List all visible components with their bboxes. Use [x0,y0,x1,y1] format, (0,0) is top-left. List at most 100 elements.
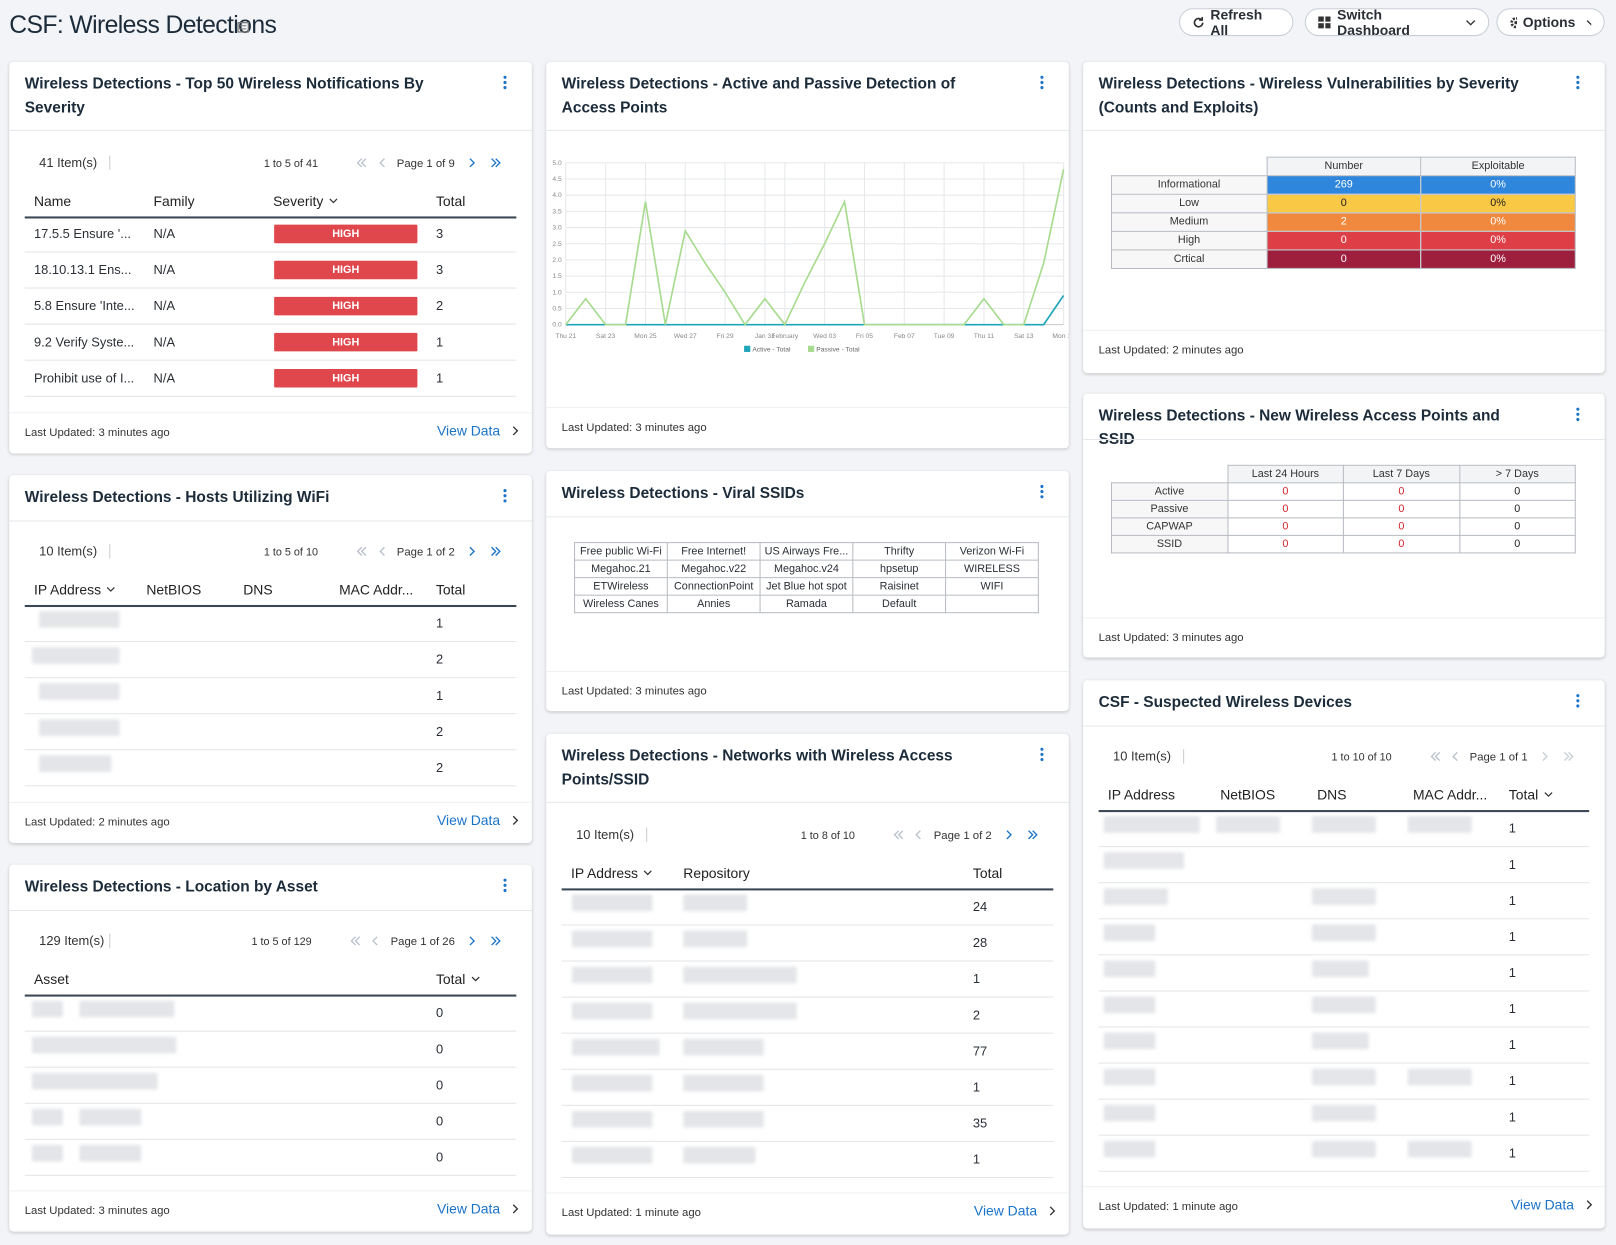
severity-row: Crtical 0 0% [1110,248,1576,269]
widget-menu[interactable] [502,75,508,90]
widget-menu[interactable] [1575,75,1581,90]
data-row: Passive 0 0 0 [1110,499,1576,518]
cell-total: 1 [1508,893,1516,908]
pager-button[interactable] [512,815,519,825]
pager-button[interactable] [356,546,368,556]
cell-total: 1 [972,971,981,987]
severity-badge: HIGH [274,224,418,244]
series-line [565,295,1065,326]
pager-button[interactable] [1586,1200,1593,1210]
widget-menu[interactable] [1039,484,1045,499]
widget-menu[interactable] [1039,75,1045,90]
pager-button[interactable] [893,830,905,840]
pager-button[interactable] [491,158,502,168]
button-label: Refresh All [1210,6,1263,38]
row-divider [561,924,1054,926]
column-header[interactable]: MAC Addr... [339,580,413,599]
grid-cell: Jet Blue hot spot [759,577,854,596]
column-header[interactable]: Total [973,864,1002,883]
column-header[interactable]: Total [1509,785,1553,804]
column-header[interactable]: IP Address [571,864,652,883]
refresh-button[interactable]: Refresh All [1179,6,1294,38]
redacted-cell [79,1144,142,1162]
pager-button[interactable] [1049,1206,1056,1216]
column-header-label: DNS [243,581,273,598]
row-divider [1098,1062,1590,1064]
page-indicator: Page 1 of 9 [396,157,455,171]
column-header[interactable]: MAC Addr... [1413,785,1487,804]
pager-button[interactable] [512,426,519,436]
pager-button[interactable] [1028,830,1039,840]
header-divider [9,910,532,912]
grid-cell: Verizon Wi-Fi [945,542,1039,561]
cell: N/A [153,262,176,278]
count-cell: 0 [1342,499,1460,518]
redacted-cell [683,894,748,912]
pager-button[interactable] [379,158,386,168]
pager-button[interactable] [915,830,922,840]
pager-button[interactable] [469,158,476,168]
column-header[interactable]: Family [154,192,195,211]
column-header[interactable]: DNS [243,580,272,599]
column-header[interactable]: Name [34,192,71,211]
pager-button[interactable] [469,546,476,556]
view-data-link[interactable]: View Data [973,1203,1038,1219]
cell: 2 [435,298,444,314]
pager-button[interactable] [372,936,379,946]
redacted-cell [39,611,120,628]
pager-button[interactable] [1452,751,1459,762]
pager-button[interactable] [491,546,502,556]
x-tick-label: Sat 23 [596,333,616,340]
column-header[interactable]: IP Address [1108,785,1175,804]
column-header[interactable]: NetBIOS [146,580,201,599]
last-updated: Last Updated: 1 minute ago [561,1206,701,1220]
view-data-link[interactable]: View Data [436,1201,501,1217]
row-label: SSID [1110,534,1228,553]
x-tick-label: Wed 03 [813,333,836,340]
options-button[interactable]: Options [1496,8,1605,37]
count-cell: 0 [1342,481,1460,501]
cell-total: 0 [435,1114,444,1129]
item-count: 129 Item(s) [39,933,105,949]
pager-button[interactable] [350,936,361,946]
pager-button[interactable] [491,936,502,946]
view-data-link[interactable]: View Data [436,812,501,829]
count-cell: 0 [1266,193,1422,213]
column-header[interactable]: NetBIOS [1220,785,1275,804]
widget-menu[interactable] [502,878,508,892]
view-data-link[interactable]: View Data [1510,1197,1575,1213]
pager-button[interactable] [356,158,368,168]
pager-button[interactable] [469,936,476,946]
widget-menu[interactable] [1575,407,1581,422]
count-cell: 2 [1266,211,1422,232]
page-range: 1 to 5 of 41 [263,157,318,171]
severity-badge: HIGH [274,296,418,316]
column-header[interactable]: Repository [683,864,750,883]
column-header[interactable]: Total [436,580,465,599]
pager-button[interactable] [512,1204,519,1214]
pager-button[interactable] [1563,751,1574,762]
widget-menu[interactable] [1039,747,1045,762]
view-data-link[interactable]: View Data [436,423,501,439]
column-header[interactable]: Severity [273,192,338,211]
info-icon[interactable] [237,22,249,33]
pager-button[interactable] [379,546,386,556]
last-updated: Last Updated: 2 minutes ago [1098,344,1244,357]
pager-button[interactable] [1542,751,1549,762]
dropdown-icon [1586,19,1592,26]
widget-menu[interactable] [1575,694,1581,708]
pager-button[interactable] [1006,830,1013,840]
widget-menu[interactable] [502,489,508,503]
widget: Wireless Detections - Active and Passive… [546,61,1069,449]
column-header[interactable]: Total [436,192,465,211]
cell-total: 2 [435,652,444,667]
column-header[interactable]: Total [436,970,480,989]
column-header[interactable]: Asset [34,970,69,989]
column-header[interactable]: IP Address [34,580,115,599]
column-header[interactable]: DNS [1317,785,1346,804]
redacted-cell [571,1038,660,1056]
pager-button[interactable] [1430,751,1441,762]
switch-dashboard-button[interactable]: Switch Dashboard [1304,7,1490,38]
column-header-label: MAC Addr... [339,581,414,598]
access-point-table: Last 24 Hours Last 7 Days > 7 Days Active 0 0… [1110,464,1576,553]
